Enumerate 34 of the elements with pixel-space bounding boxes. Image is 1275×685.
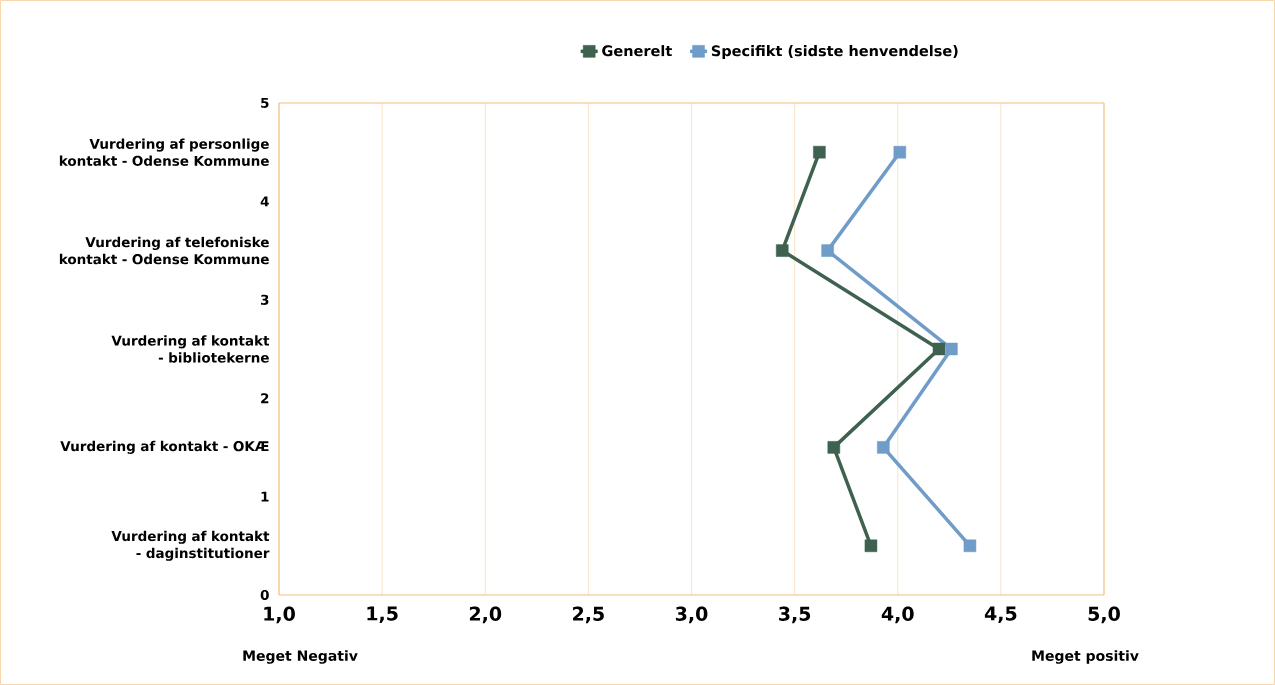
y-tick-label: 5 (261, 97, 269, 109)
y-tick-label: 4 (260, 196, 269, 207)
point (813, 145, 826, 159)
x-tick-label: 2,0 (469, 606, 502, 624)
y-tick-label: Vurdering af telefoniske kontakt - Odense Kommune (59, 236, 269, 265)
x-tick-label: 3,0 (675, 606, 708, 624)
point (963, 539, 977, 553)
point (827, 441, 841, 454)
x-tick-label: 2,5 (573, 606, 604, 624)
y-tick-label: Vurdering af personlige kontakt - Odense Kommune (59, 138, 269, 166)
point (945, 342, 958, 356)
x-tick-label: 4,0 (881, 606, 914, 624)
y-tick-label: 2 (261, 393, 269, 404)
x-tick-label: 3,5 (779, 606, 811, 624)
x-tick-label: 5,0 (1088, 606, 1120, 624)
x-tick-label: 4,5 (984, 606, 1017, 624)
x-tick-label: 1,5 (367, 606, 398, 624)
y-tick-label: Vurdering af kontakt - daginstitutioner (111, 530, 270, 561)
y-tick-label: 1 (261, 491, 269, 502)
point (821, 244, 834, 257)
point (893, 145, 907, 159)
y-tick-label: Vurdering af kontakt - OKÆ (60, 440, 269, 454)
legend-label: Generelt (602, 45, 672, 57)
x-tick-label: 1,0 (264, 606, 295, 624)
y-tick-label: 3 (260, 294, 269, 305)
point (932, 342, 946, 356)
legend-label: Specifikt (sidste henvendelse) (711, 45, 958, 60)
point (864, 539, 878, 553)
y-tick-label: Vurdering af kontakt - bibliotekerne (111, 335, 270, 363)
text: Meget positiv (1032, 650, 1139, 664)
text: Meget Negativ (243, 650, 358, 664)
point (776, 244, 789, 257)
y-tick-label: 0 (260, 589, 269, 601)
point (877, 441, 890, 454)
